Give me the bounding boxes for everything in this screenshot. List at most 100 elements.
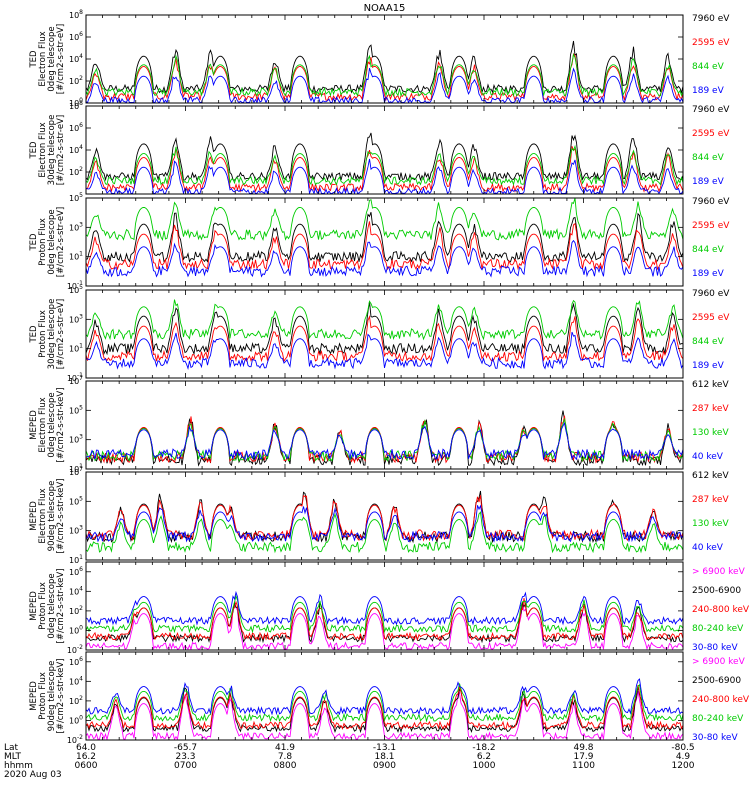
y-tick-label: 103 — [69, 434, 83, 445]
panel-6-legend: 612 keV 287 keV 130 keV 40 keV — [692, 471, 729, 553]
series-30-80-kev — [86, 590, 683, 626]
legend-entry: 2595 eV — [692, 129, 730, 139]
legend-entry: 130 keV — [692, 519, 729, 529]
legend-entry: > 6900 keV — [692, 657, 746, 667]
y-axis-label: TED Electron Flux 0deg telescope [#/cm2-s-s… — [29, 24, 66, 94]
x-tick-label: 1000 — [473, 761, 496, 771]
y-tick-label: 105 — [69, 495, 83, 506]
svg-text:[#/cm2-s-str-keV]: [#/cm2-s-str-keV] — [56, 479, 66, 554]
series-844-ev — [86, 53, 683, 98]
x-tick-label: 49.8 — [573, 743, 593, 753]
y-tick-label: 100 — [69, 624, 83, 635]
svg-text:MEPED: MEPED — [29, 681, 39, 711]
svg-text:0deg telescope: 0deg telescope — [47, 209, 57, 274]
series-130-kev — [86, 511, 683, 554]
y-tick-label: 100 — [69, 714, 83, 725]
x-tick-label: 23.3 — [175, 752, 195, 762]
legend-entry: 287 keV — [692, 404, 729, 414]
svg-text:TED: TED — [29, 325, 39, 344]
legend-entry: 189 eV — [692, 86, 725, 96]
panel-2-legend: 7960 eV 2595 eV 844 eV 189 eV — [692, 105, 730, 187]
legend-entry: > 6900 keV — [692, 567, 746, 577]
svg-text:Proton Flux: Proton Flux — [38, 310, 48, 358]
series-80-240-kev — [86, 683, 683, 723]
series-189-ev — [86, 331, 683, 370]
legend-entry: 7960 eV — [692, 197, 730, 207]
svg-text:[#/cm2-s-str-eV]: [#/cm2-s-str-eV] — [56, 115, 66, 185]
y-tick-label: 102 — [69, 695, 83, 706]
series-2595-ev — [86, 315, 683, 363]
series-189-ev — [86, 239, 683, 278]
series-2595-ev — [86, 221, 683, 271]
series-2595-ev — [86, 53, 683, 102]
x-tick-label: 4.9 — [676, 752, 691, 762]
y-axis-label: TED Proton Flux 0deg telescope [#/cm2-s-str… — [29, 207, 66, 277]
y-tick-label: 100 — [69, 97, 83, 108]
y-tick-label: 101 — [69, 251, 83, 262]
panel-8-series — [86, 678, 683, 740]
legend-entry: 80-240 keV — [692, 624, 744, 634]
y-tick-label: 108 — [69, 100, 83, 111]
series-7960-ev — [86, 132, 683, 182]
y-tick-label: 104 — [69, 675, 83, 686]
y-tick-label: 105 — [69, 404, 83, 415]
x-tick-label: 18.1 — [374, 752, 394, 762]
svg-text:[#/cm2-s-str-keV]: [#/cm2-s-str-keV] — [56, 659, 66, 734]
x-axis-table: Lat 64.0 -65.7 41.9 -13.1 -18.2 49.8 -80.5 MLT 16… — [4, 743, 695, 780]
svg-text:0deg telescope: 0deg telescope — [47, 26, 57, 91]
svg-text:Proton Flux: Proton Flux — [38, 582, 48, 630]
x-tick-label: 17.9 — [573, 752, 593, 762]
panel-8-legend: > 6900 keV 2500-6900 240-800 keV 80-240 keV… — [692, 657, 750, 743]
series-287-kev — [86, 494, 683, 542]
series--6900-kev — [86, 691, 683, 740]
y-tick-label: 10-1 — [67, 280, 83, 291]
chart-title: NOAA15 — [364, 3, 406, 14]
legend-entry: 40 keV — [692, 452, 724, 462]
legend-entry: 612 keV — [692, 471, 729, 481]
svg-text:[#/cm2-s-str-keV]: [#/cm2-s-str-keV] — [56, 569, 66, 644]
panel-5-series — [86, 410, 683, 467]
legend-entry: 189 eV — [692, 269, 725, 279]
legend-entry: 844 eV — [692, 337, 725, 347]
y-tick-label: 108 — [69, 9, 83, 20]
legend-entry: 30-80 keV — [692, 733, 738, 743]
x-tick-label: 0700 — [174, 761, 197, 771]
x-tick-label: -18.2 — [472, 743, 495, 753]
legend-entry: 287 keV — [692, 495, 729, 505]
panel-3-legend: 7960 eV 2595 eV 844 eV 189 eV — [692, 197, 730, 279]
panel-7-series — [86, 590, 683, 650]
panel-6-series — [86, 490, 683, 554]
x-tick-label: 0800 — [274, 761, 297, 771]
panel-4-series — [86, 299, 683, 370]
series-2595-ev — [86, 146, 683, 193]
series-240-800-kev — [86, 685, 683, 730]
y-tick-label: 101 — [69, 554, 83, 565]
legend-entry: 2595 eV — [692, 38, 730, 48]
legend-entry: 2500-6900 — [692, 586, 741, 596]
legend-entry: 189 eV — [692, 361, 725, 371]
y-tick-label: 104 — [69, 585, 83, 596]
y-tick-label: 104 — [69, 144, 83, 155]
series-7960-ev — [86, 212, 683, 264]
svg-text:Electron Flux: Electron Flux — [38, 31, 48, 86]
svg-text:TED: TED — [29, 50, 39, 69]
x-tick-label: 0600 — [75, 761, 98, 771]
legend-entry: 240-800 keV — [692, 695, 750, 705]
panel-frame — [85, 471, 684, 561]
series-844-ev — [86, 198, 683, 242]
legend-entry: 612 keV — [692, 380, 729, 390]
series-80-240-kev — [86, 594, 683, 634]
legend-entry: 30-80 keV — [692, 643, 738, 653]
legend-entry: 40 keV — [692, 543, 724, 553]
svg-text:MEPED: MEPED — [29, 591, 39, 621]
series-40-kev — [86, 421, 683, 461]
svg-text:Electron Flux: Electron Flux — [38, 122, 48, 177]
y-axis-label: MEPED Electron Flux 90deg telescope [#/cm2-… — [29, 479, 66, 554]
series-7960-ev — [86, 301, 683, 356]
svg-text:30deg telescope: 30deg telescope — [47, 299, 57, 370]
x-row-label: Lat — [4, 743, 19, 753]
